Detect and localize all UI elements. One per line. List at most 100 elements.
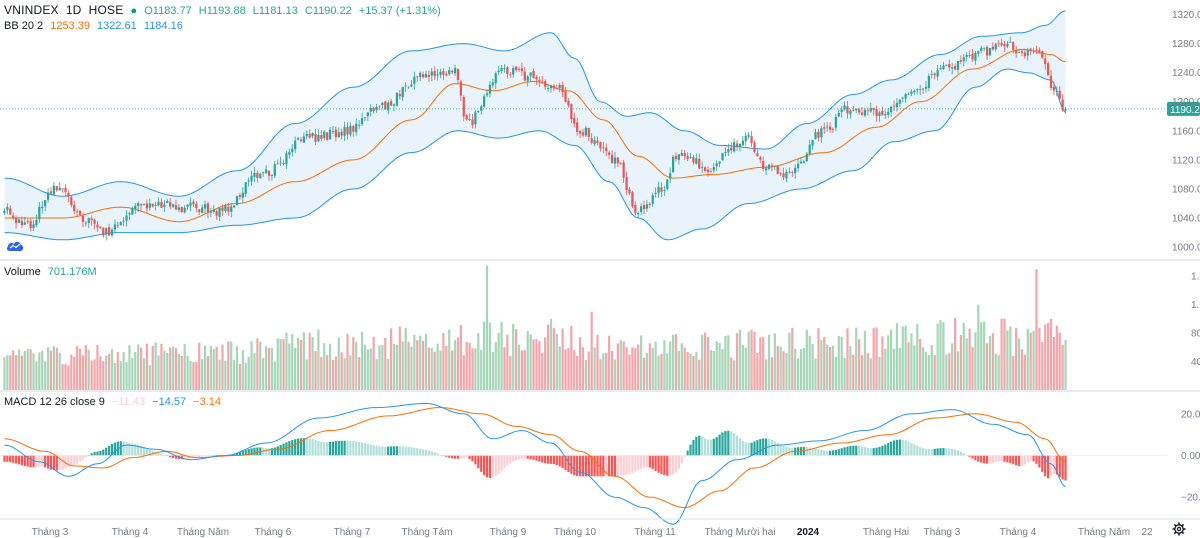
volume-bar (517, 344, 521, 390)
candle (151, 203, 154, 208)
change-value: +15.37 (+1.31%) (358, 5, 441, 17)
candle (90, 215, 93, 226)
time-axis-tick[interactable]: Tháng 3 (924, 527, 961, 538)
candle (32, 220, 35, 231)
price-axis-tick[interactable]: 1160.00 (1172, 126, 1200, 137)
candle (974, 50, 977, 65)
candle (994, 42, 997, 52)
macd-axis-tick[interactable]: 20.00 (1181, 409, 1200, 420)
candle (35, 214, 38, 227)
candle (529, 72, 532, 81)
time-axis-tick[interactable]: Tháng Năm (177, 527, 229, 538)
volume-bar (259, 341, 262, 390)
price-axis-tick[interactable]: 1240.00 (1172, 68, 1200, 79)
bb-legend[interactable]: BB 20 2 1253.39 1322.61 1184.16 (4, 19, 187, 33)
candle (567, 98, 570, 108)
candle (334, 126, 337, 142)
volume-bar (218, 359, 221, 390)
time-axis-tick[interactable]: Tháng Tám (402, 527, 453, 538)
volume-bar (669, 341, 672, 390)
macd-histogram-bar (523, 455, 526, 459)
macd-legend[interactable]: MACD 12 26 close 9 −11.43 −14.57 −3.14 (4, 395, 225, 409)
time-axis-tick[interactable]: Tháng 6 (255, 527, 292, 538)
macd-histogram-bar (939, 448, 942, 456)
macd-histogram-bar (573, 455, 576, 476)
candle-body (52, 185, 55, 195)
price-axis-tick[interactable]: 1000.00 (1172, 243, 1200, 254)
open-value: O1183.77 (144, 5, 192, 17)
candle-body (770, 165, 774, 167)
candle-body (17, 219, 21, 223)
price-axis-tick[interactable]: 1080.00 (1172, 184, 1200, 195)
candle-body (363, 117, 367, 119)
volume-axis-tick[interactable]: 800M (1191, 329, 1200, 340)
candle-body (387, 102, 390, 111)
candle-body (343, 127, 346, 136)
macd-axis-tick[interactable]: −20.00 (1181, 493, 1200, 504)
candle-body (520, 68, 524, 72)
time-axis-tick[interactable]: Tháng 7 (334, 527, 371, 538)
candle (712, 162, 715, 173)
time-axis-tick[interactable]: 22 (1141, 527, 1153, 538)
settings-gear-icon[interactable] (1172, 522, 1186, 536)
candle (765, 165, 768, 176)
volume-bar (119, 361, 122, 390)
candle-body (564, 91, 567, 103)
candle (49, 187, 53, 195)
macd-histogram-bar (445, 455, 448, 457)
volume-bar (858, 339, 861, 390)
macd-histogram-bar (555, 455, 558, 466)
volume-bar (264, 346, 268, 390)
candle-body (398, 93, 401, 97)
macd-histogram-bar (55, 455, 58, 471)
symbol-label[interactable]: VNINDEX (4, 3, 59, 17)
candle (404, 82, 407, 92)
time-axis-tick[interactable]: Tháng 4 (112, 527, 149, 538)
volume-bar (817, 328, 820, 390)
time-axis-tick[interactable]: Tháng 9 (490, 527, 527, 538)
tradingview-cloud-icon[interactable] (6, 238, 24, 252)
candle-body (1044, 58, 1047, 65)
volume-bar (459, 325, 462, 390)
time-axis-tick[interactable]: Tháng 3 (32, 527, 69, 538)
price-axis-tick[interactable]: 1280.00 (1172, 39, 1200, 50)
time-axis-tick[interactable]: Tháng Mười hai (704, 527, 775, 538)
time-axis-tick[interactable]: Tháng 11 (634, 527, 676, 538)
candle-body (192, 201, 195, 205)
candle-body (1003, 44, 1006, 47)
price-axis-tick[interactable]: 1120.00 (1172, 155, 1200, 166)
candle-body (538, 79, 541, 82)
price-axis-tick[interactable]: 1200.00 (1172, 97, 1200, 108)
candle (1049, 70, 1053, 91)
candle-body (602, 147, 605, 149)
candle-body (866, 110, 869, 112)
volume-bar (695, 351, 698, 390)
macd-histogram-bar (416, 448, 419, 456)
candle-body (985, 47, 989, 56)
time-axis-tick[interactable]: Tháng 10 (554, 527, 597, 538)
volume-legend[interactable]: Volume 701.176M (4, 265, 101, 279)
time-axis-tick[interactable]: Tháng Năm (1078, 527, 1130, 538)
macd-histogram-bar (538, 455, 541, 462)
time-axis-tick[interactable]: 2024 (797, 527, 820, 538)
volume-bar (538, 341, 541, 390)
volume-bar (299, 339, 303, 390)
macd-histogram-bar (360, 442, 364, 456)
price-axis-tick[interactable]: 1320.00 (1172, 10, 1200, 21)
candle-body (1015, 50, 1018, 54)
price-axis-tick[interactable]: 1040.00 (1172, 214, 1200, 225)
volume-axis-tick[interactable]: 1.2B (1191, 300, 1200, 311)
interval-label[interactable]: 1D (65, 3, 82, 17)
volume-bar (628, 354, 631, 390)
macd-axis-tick[interactable]: 0.00 (1181, 451, 1200, 462)
volume-bar (735, 333, 739, 390)
macd-histogram-bar (951, 448, 954, 456)
macd-histogram-bar (171, 455, 175, 459)
volume-axis-tick[interactable]: 400M (1191, 357, 1200, 368)
volume-axis-tick[interactable]: 1.6B (1191, 272, 1200, 283)
time-axis-tick[interactable]: Tháng Hai (863, 527, 909, 538)
macd-histogram-bar (674, 455, 678, 473)
candle (576, 117, 579, 136)
time-axis-tick[interactable]: Tháng 4 (1000, 527, 1037, 538)
